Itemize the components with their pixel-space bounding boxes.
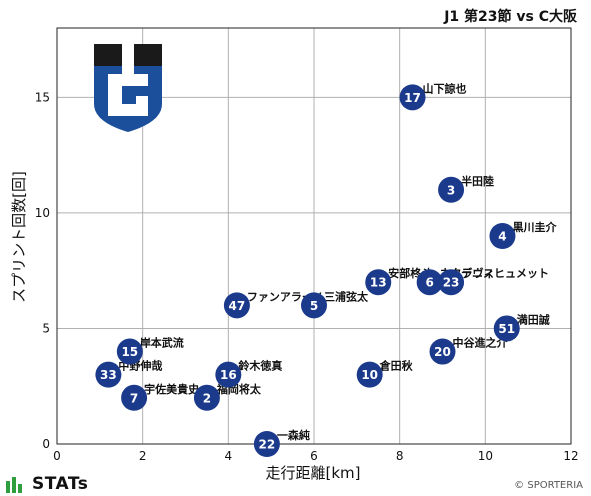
player-name-label: 半田陸: [461, 174, 494, 188]
player-point: [399, 84, 426, 111]
player-number-label: 5: [310, 299, 318, 313]
plot-frame: [56, 27, 572, 445]
player-number-label: 10: [361, 368, 378, 382]
y-tick-label: 5: [42, 321, 50, 335]
player-name-label: 一森純: [277, 428, 310, 442]
y-axis-label: スプリント回数[回]: [10, 171, 28, 303]
player-point: [416, 269, 443, 296]
player-number-label: 16: [220, 368, 237, 382]
player-point: [95, 361, 122, 388]
player-point: [223, 292, 250, 319]
player-number-label: 13: [370, 276, 387, 290]
x-tick-label: 6: [310, 449, 318, 463]
player-point: [489, 223, 516, 249]
player-name-label: 宇佐美貴史: [144, 382, 200, 396]
player-name-label: 中谷進之介: [453, 336, 509, 350]
player-point: [438, 176, 465, 203]
stats-logo-text: STATs: [32, 474, 89, 494]
player-point: [301, 292, 327, 319]
player-number-label: 15: [121, 345, 138, 359]
player-name-label: 岸本武流: [140, 336, 184, 350]
player-name-label: 満田誠: [517, 312, 550, 326]
player-point: [116, 338, 143, 365]
player-point: [365, 269, 392, 296]
x-tick-label: 0: [53, 449, 61, 463]
x-tick-label: 2: [139, 449, 147, 463]
player-point: [356, 361, 383, 388]
player-number-label: 17: [404, 91, 421, 105]
player-number-label: 33: [100, 368, 117, 382]
x-axis-label: 走行距離[km]: [265, 464, 360, 482]
player-point: [438, 269, 465, 296]
axes: [56, 27, 572, 445]
data-points: 17 3 4 23 6 13 5 47 51 20 15 10 16 33 2 7 22: [95, 84, 520, 457]
player-point: [193, 384, 220, 411]
y-tick-label: 0: [42, 437, 50, 451]
y-tick-label: 10: [35, 206, 50, 220]
player-name-label: デニスヒュメット: [461, 266, 549, 280]
player-name-label: 山下諒也: [423, 81, 467, 95]
team-crest-icon: [94, 44, 162, 132]
player-number-label: 7: [130, 391, 138, 405]
x-tick-label: 10: [478, 449, 493, 463]
player-point: [429, 338, 456, 365]
player-number-label: 6: [425, 276, 433, 290]
player-number-label: 3: [447, 183, 455, 197]
stats-logo: STATs: [6, 474, 88, 494]
x-tick-label: 8: [396, 449, 404, 463]
y-tick-label: 15: [35, 90, 50, 104]
player-point: [493, 315, 520, 342]
player-number-label: 4: [498, 230, 506, 244]
player-name-label: 三浦弦太: [324, 289, 369, 303]
player-point: [121, 384, 148, 411]
tick-labels: 0 2 4 6 8 10 12 0 5 10 15: [35, 90, 579, 463]
credit: © SPORTERIA: [514, 480, 583, 491]
player-number-label: 2: [203, 391, 211, 405]
player-name-label: 鈴木徳真: [238, 359, 282, 373]
player-point: [253, 431, 280, 457]
x-tick-label: 12: [563, 449, 578, 463]
stats-bars-icon: [6, 477, 22, 493]
point-labels: 山下諒也半田陸黒川圭介デニスヒュメットネタラヴィ安部柊斗三浦弦太ファンアラーノ満…: [118, 81, 557, 442]
x-tick-label: 4: [225, 449, 233, 463]
player-number-label: 47: [229, 299, 246, 313]
player-number-label: 22: [259, 438, 276, 452]
player-number-label: 20: [434, 345, 451, 359]
player-name-label: 黒川圭介: [512, 220, 557, 234]
player-point: [215, 361, 242, 388]
player-number-label: 23: [443, 276, 460, 290]
page-title: J1 第23節 vs C大阪: [444, 9, 577, 25]
player-number-label: 51: [498, 322, 515, 336]
player-name-label: 倉田秋: [379, 359, 414, 373]
